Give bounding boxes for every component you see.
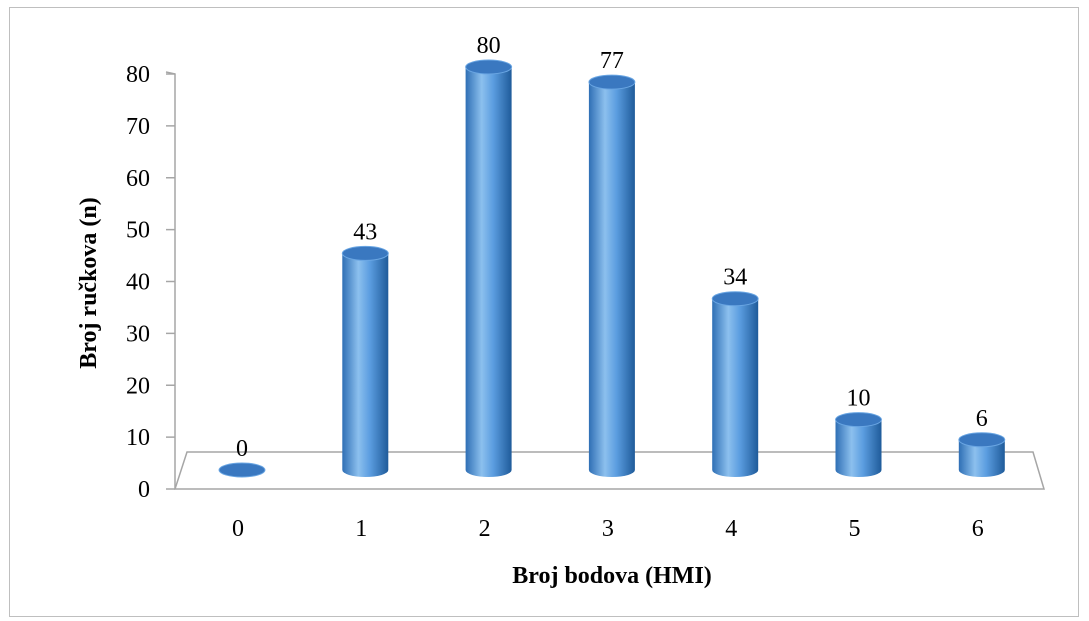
data-label: 43: [353, 219, 377, 245]
data-label: 10: [847, 386, 871, 412]
y-axis-back-line: [165, 71, 176, 489]
bar-cap: [588, 74, 636, 90]
data-label: 6: [976, 406, 988, 432]
y-tick-label: 70: [126, 114, 150, 140]
x-tick-label: 2: [479, 516, 491, 542]
bar-cap: [958, 432, 1006, 448]
bar-cap: [341, 245, 389, 261]
bar-cap: [835, 412, 882, 428]
data-label: 80: [477, 33, 501, 59]
bars: [218, 59, 1006, 478]
bar-body: [465, 67, 512, 478]
data-labels: 0 43 80 77 34 10 6: [236, 33, 988, 462]
y-tick-label: 40: [126, 270, 150, 296]
bar-body: [588, 82, 635, 478]
bar: [835, 412, 882, 478]
x-tick-label: 3: [602, 516, 614, 542]
y-tick-label: 20: [126, 373, 150, 399]
bar: [588, 74, 636, 478]
bar-body: [835, 419, 882, 478]
data-label: 77: [600, 48, 624, 74]
x-axis-title: Broj bodova (HMI): [512, 563, 712, 589]
x-tick-label: 0: [232, 516, 244, 542]
x-tick-label: 1: [355, 516, 367, 542]
bar-cap: [218, 462, 266, 478]
data-label: 0: [236, 436, 248, 462]
x-tick-label: 6: [972, 516, 984, 542]
bar-body: [712, 298, 759, 478]
data-label: 34: [723, 265, 747, 291]
bar: [218, 462, 266, 478]
chart-frame: [9, 7, 1079, 617]
chart-floor: [173, 451, 1046, 490]
y-tick-label: 0: [138, 477, 150, 503]
bar-body: [342, 253, 389, 478]
y-tick-label: 80: [126, 62, 150, 88]
bar-body: [958, 439, 1005, 478]
y-tick-label: 10: [126, 425, 150, 451]
bar: [341, 245, 389, 478]
x-tick-label: 5: [849, 516, 861, 542]
bar: [958, 432, 1006, 478]
y-tick-label: 60: [126, 166, 150, 192]
x-tick-label: 4: [725, 516, 737, 542]
y-axis-title: Broj ručkova (n): [76, 197, 102, 369]
bar-cap: [465, 59, 513, 75]
x-axis-ticks: 0 1 2 3 4 5 6: [232, 516, 984, 542]
bar-cap: [711, 291, 759, 307]
bar: [711, 291, 759, 478]
bar: [465, 59, 513, 478]
y-tick-label: 30: [126, 321, 150, 347]
y-tick-label: 50: [126, 218, 150, 244]
y-axis-ticks: 0 10 20 30 40 50 60 70 80: [126, 62, 175, 503]
